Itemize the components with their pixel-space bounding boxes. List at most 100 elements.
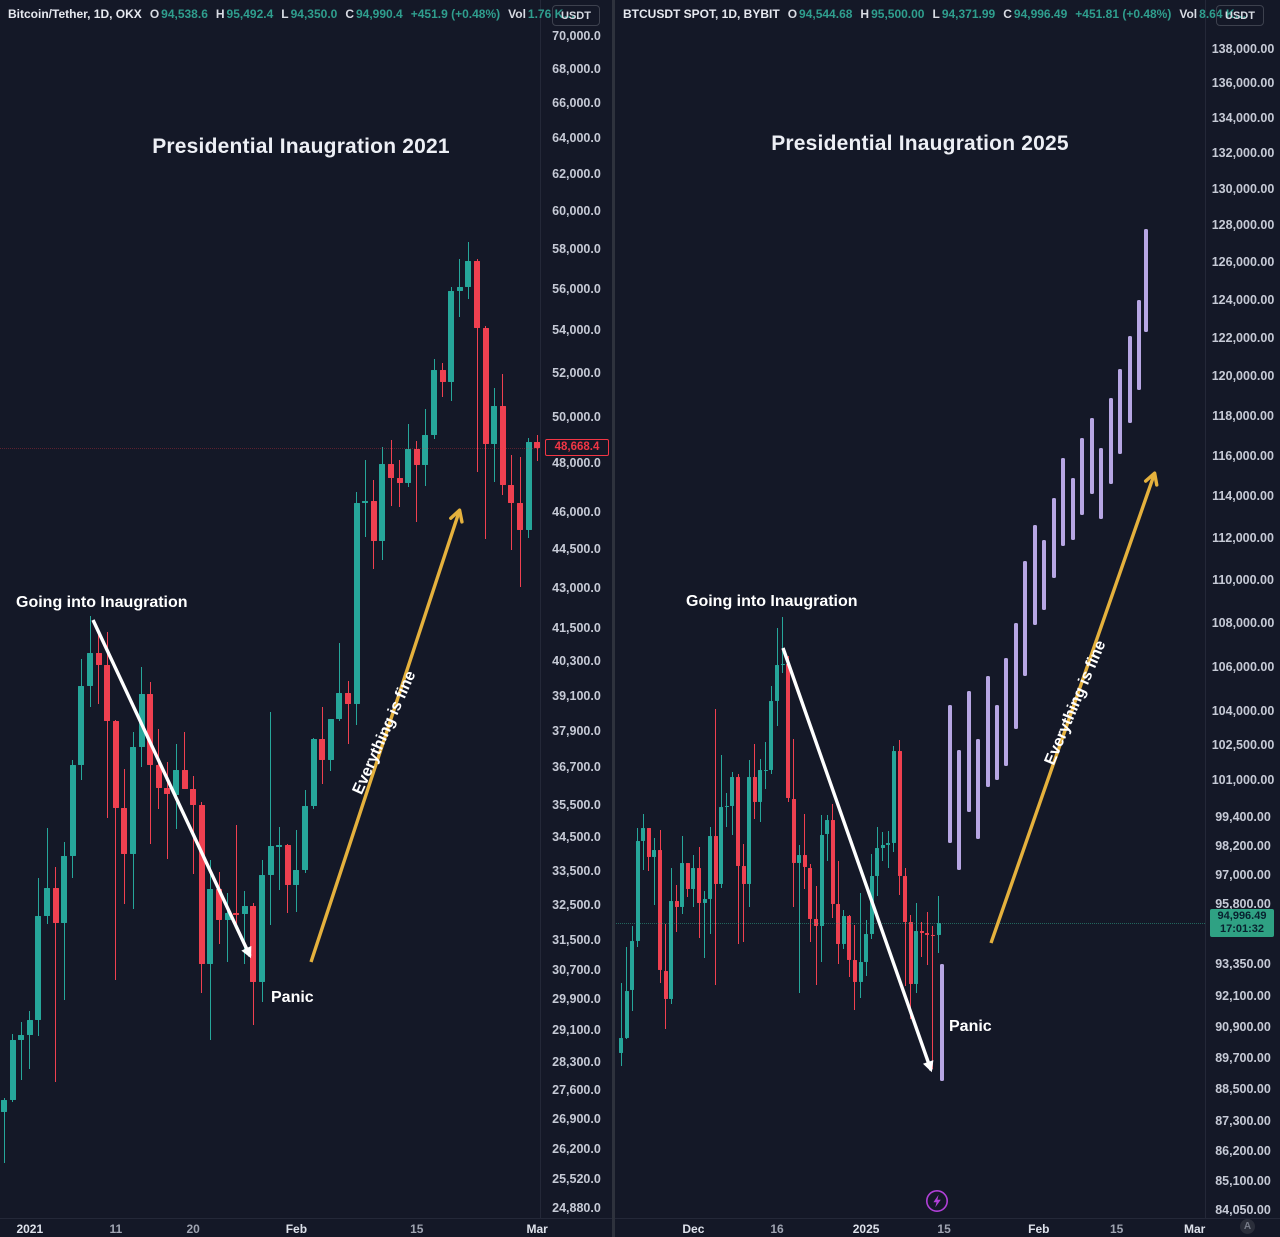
candle-body	[908, 921, 913, 985]
candle-body	[641, 828, 646, 842]
candle-body	[259, 875, 265, 982]
candle-body	[482, 327, 489, 445]
symbol-info-bar-2021: Bitcoin/Tether, 1D, OKX O 94,538.6 H 95,…	[8, 7, 575, 21]
price-axis-label: 35,500.0	[552, 798, 601, 812]
projected-candle	[1089, 417, 1094, 495]
candle-body	[345, 693, 351, 705]
price-axis-label: 48,000.0	[552, 456, 601, 471]
symbol-label[interactable]: BTCUSDT SPOT, 1D, BYBIT	[623, 7, 780, 21]
candle-body	[886, 842, 891, 846]
candle-body	[396, 477, 403, 483]
volume-value: 1.76 K…	[527, 7, 576, 21]
projected-candle	[985, 675, 990, 787]
candle-body	[456, 286, 463, 291]
time-axis-2021[interactable]: 2021 11 20 Feb 15 Mar	[0, 1218, 612, 1237]
close-label: C	[1003, 7, 1012, 21]
price-axis-label: 126,000.00	[1211, 255, 1275, 269]
candle-body	[769, 701, 774, 770]
price-axis-label: 40,300.0	[552, 654, 601, 669]
price-axis-2025[interactable]: 138,000.00 136,000.00 134,000.00 132,000.00…	[1206, 0, 1280, 1218]
projected-candle	[947, 704, 952, 844]
candle-body	[508, 485, 515, 504]
projected-candle	[1137, 299, 1141, 390]
projected-candle	[1051, 498, 1056, 578]
candle-body	[26, 1020, 33, 1035]
candle-wick	[782, 617, 783, 673]
price-axis-label: 52,000.0	[552, 365, 601, 380]
candle-body	[914, 930, 919, 985]
lightning-event-icon[interactable]	[924, 1188, 950, 1214]
candle-wick	[364, 460, 366, 538]
last-price-tag-2021: 48,668.4	[545, 439, 609, 457]
last-price-value: 48,668.4	[554, 441, 600, 454]
currency-button-usdt[interactable]: USDT	[1216, 5, 1264, 26]
projected-candle	[1032, 525, 1037, 626]
annotation-panic-2021: Panic	[271, 989, 314, 1006]
candle-body	[869, 875, 874, 934]
price-axis-label: 37,900.0	[552, 723, 601, 738]
projected-candle	[1013, 622, 1018, 730]
candle-body	[841, 916, 846, 944]
candle-body	[1, 1100, 7, 1112]
candle-body	[173, 769, 179, 795]
price-axis-label: 124,000.00	[1211, 292, 1275, 307]
candle-body	[724, 805, 729, 808]
open-value: 94,538.6	[161, 7, 208, 21]
candle-body	[936, 923, 941, 936]
currency-button-usdt[interactable]: USDT	[552, 5, 600, 26]
candle-body	[413, 448, 420, 465]
candle-wick	[244, 890, 246, 965]
candle-body	[752, 776, 757, 803]
time-axis-label: Dec	[682, 1222, 705, 1236]
symbol-label[interactable]: Bitcoin/Tether, 1D, OKX	[8, 7, 142, 21]
close-value: 94,996.49	[1013, 7, 1068, 21]
candle-body	[680, 863, 685, 908]
projected-candle	[1099, 447, 1104, 520]
price-axis-2021[interactable]: 70,000.0 68,000.0 66,000.0 64,000.0 62,000.0…	[541, 0, 612, 1218]
candle-body	[164, 788, 171, 795]
candle-body	[658, 850, 662, 971]
candle-wick	[3, 1097, 5, 1163]
candle-body	[499, 405, 506, 485]
price-axis-label: 89,700.00	[1215, 1050, 1271, 1065]
candle-wick	[743, 844, 744, 942]
candle-body	[691, 867, 696, 889]
candle-body	[624, 990, 629, 1038]
candle-body	[362, 501, 369, 503]
candle-body	[448, 291, 455, 382]
volume-value: 8.64 K…	[1199, 7, 1247, 21]
time-axis-a-badge-icon[interactable]: A	[1240, 1219, 1255, 1234]
time-axis-2025[interactable]: Dec 16 2025 15 Feb 15 Mar	[615, 1218, 1280, 1237]
low-label: L	[932, 7, 940, 21]
volume-label: Vol	[508, 7, 526, 21]
price-axis-label: 41,500.0	[552, 621, 601, 636]
price-axis-label: 122,000.00	[1211, 330, 1275, 345]
price-axis-label: 30,700.0	[552, 962, 601, 977]
candle-body	[190, 788, 197, 805]
candle-body	[930, 934, 935, 936]
candle-body	[819, 834, 824, 927]
time-axis-label: 20	[186, 1222, 200, 1236]
candle-body	[697, 867, 701, 903]
close-label: C	[345, 7, 354, 21]
price-axis-label: 58,000.0	[552, 242, 601, 256]
change-value: +451.81 (+0.48%)	[1075, 7, 1172, 21]
price-axis-label: 90,900.00	[1215, 1019, 1271, 1034]
candle-body	[708, 836, 713, 899]
price-axis-label: 32,500.0	[552, 898, 601, 912]
time-axis-label: 16	[770, 1222, 784, 1236]
projected-candle	[1070, 477, 1075, 540]
price-axis-label: 56,000.0	[552, 281, 601, 296]
candle-body	[808, 867, 813, 919]
candle-body	[897, 751, 902, 876]
candle-body	[422, 435, 429, 465]
candle-body	[284, 845, 291, 885]
price-axis-label: 62,000.0	[552, 166, 601, 181]
candle-body	[858, 962, 863, 983]
pane-divider[interactable]	[612, 0, 615, 1237]
price-axis-label: 86,200.00	[1215, 1143, 1271, 1158]
time-axis-label: Feb	[1028, 1222, 1050, 1236]
price-axis-label: 101,000.00	[1211, 772, 1275, 787]
candle-wick	[704, 891, 705, 959]
projected-candle	[1061, 457, 1066, 547]
